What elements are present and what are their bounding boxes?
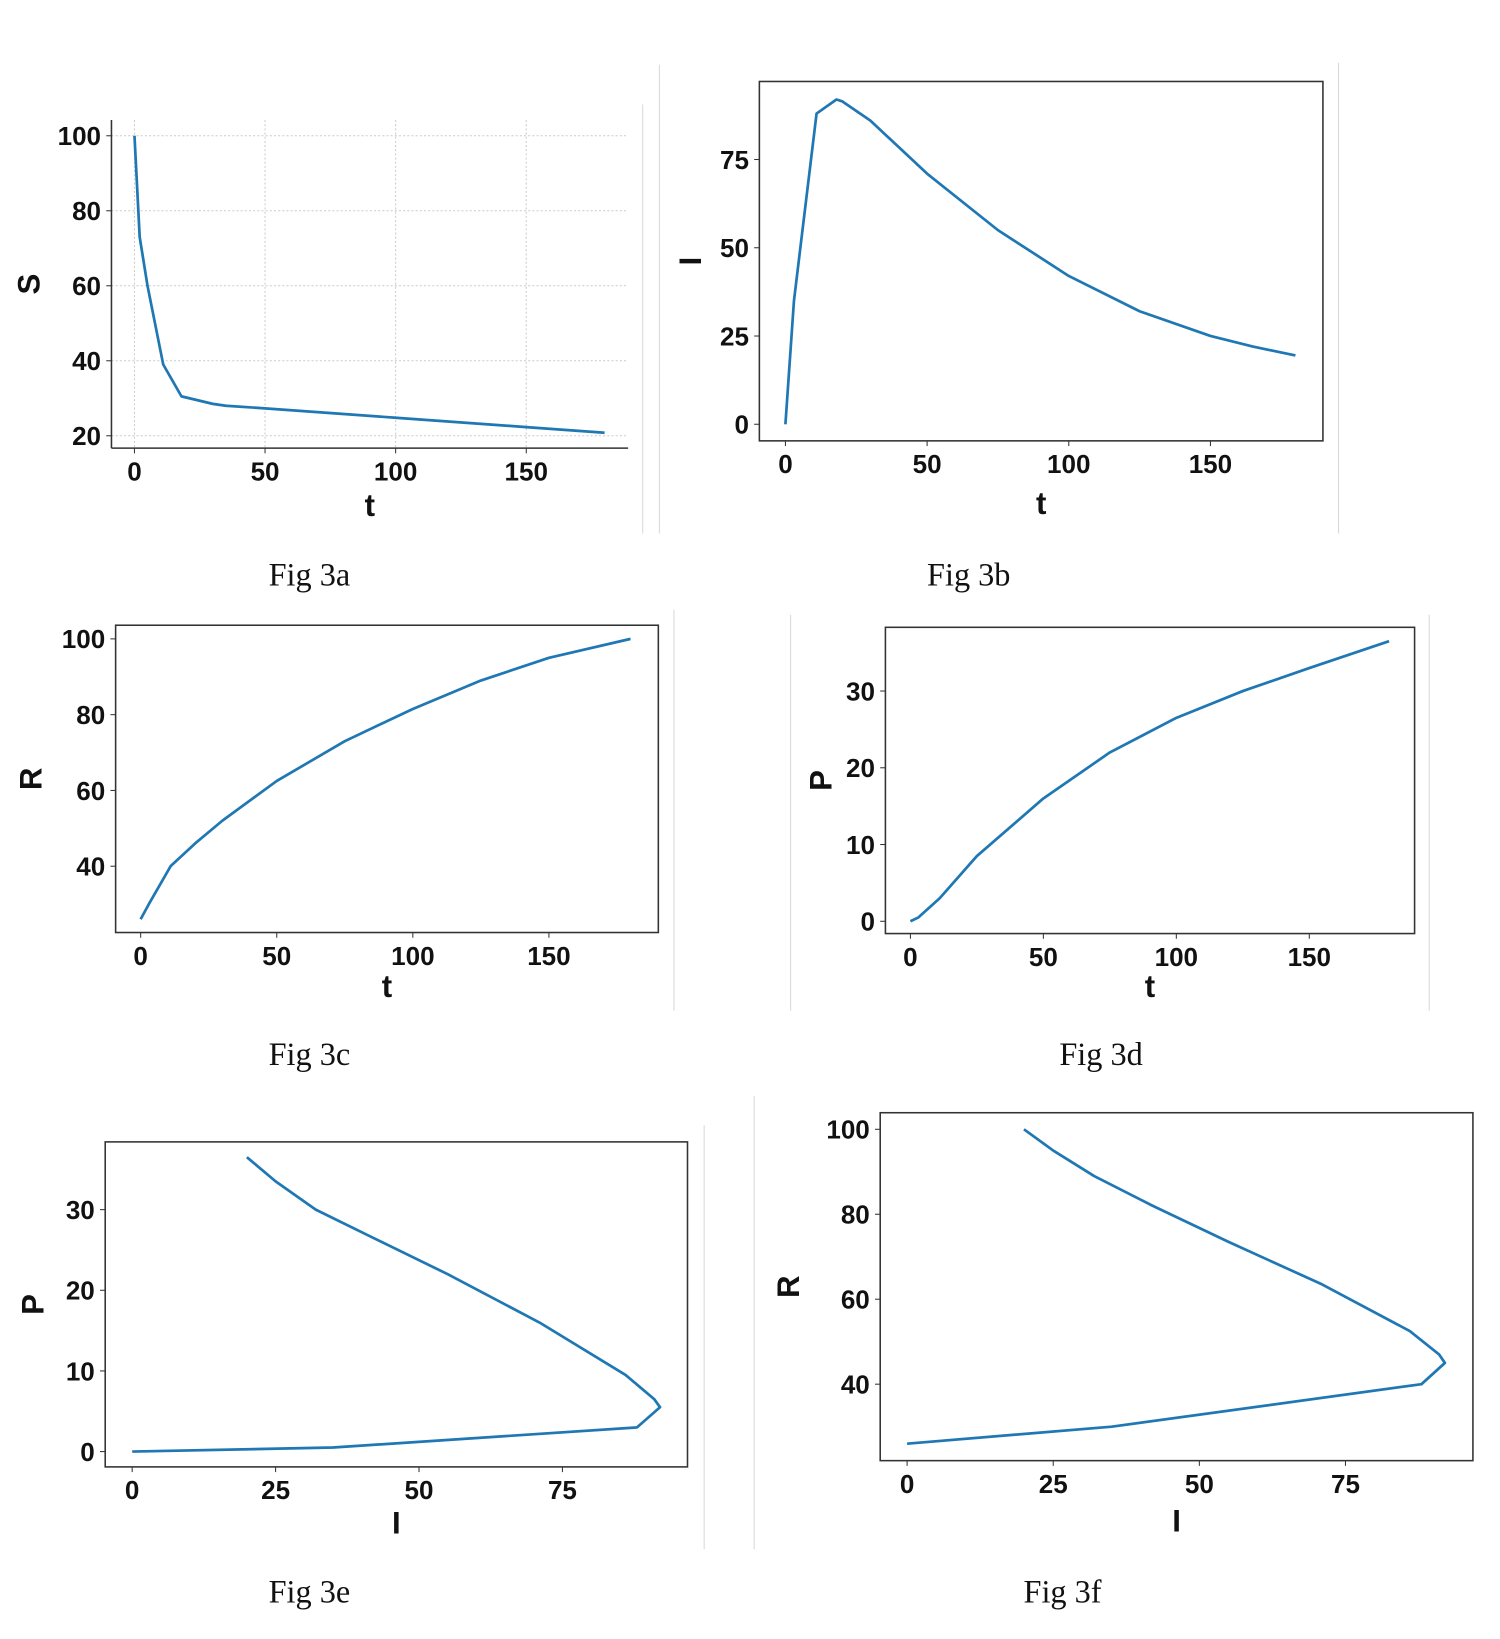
y-tick-label: 20: [72, 421, 101, 451]
plot-frame: [114, 624, 660, 934]
x-tick-label: 100: [1047, 449, 1090, 479]
y-tick-label: 10: [846, 830, 875, 860]
x-tick-label: 0: [903, 942, 917, 972]
figure-caption: Fig 3a: [269, 557, 351, 593]
figure-caption: Fig 3b: [927, 557, 1010, 593]
x-tick-label: 50: [1029, 942, 1058, 972]
y-tick-label: 80: [72, 196, 101, 226]
y-tick-label: 80: [841, 1200, 870, 1230]
y-tick-label: 50: [720, 233, 749, 263]
series-line-R: [906, 1128, 1447, 1446]
y-tick-label: 40: [72, 346, 101, 376]
figure-caption: Fig 3f: [1023, 1573, 1101, 1609]
x-tick-label: 0: [125, 1475, 139, 1505]
plot-frame: [884, 626, 1416, 935]
x-axis-label: I: [392, 1506, 401, 1541]
y-axis-label: I: [673, 257, 708, 266]
series-line-P: [909, 639, 1390, 923]
x-tick-label: 75: [1331, 1469, 1360, 1499]
y-tick-label: 30: [846, 676, 875, 706]
y-tick-label: 100: [62, 624, 105, 654]
y-tick-label: 20: [846, 753, 875, 783]
y-tick-label: 40: [76, 852, 105, 882]
x-axis-label: t: [365, 488, 376, 523]
figure-caption: Fig 3d: [1059, 1036, 1142, 1072]
y-axis-label: P: [16, 1294, 51, 1315]
x-tick-label: 25: [1039, 1469, 1068, 1499]
y-tick-label: 25: [720, 321, 749, 351]
y-tick-label: 30: [66, 1195, 95, 1225]
y-tick-label: 60: [841, 1285, 870, 1315]
y-tick-label: 60: [72, 271, 101, 301]
x-tick-label: 50: [251, 456, 280, 486]
y-axis-label: R: [14, 768, 49, 791]
series-line-I: [784, 98, 1296, 425]
x-axis-label: t: [382, 969, 393, 1004]
series-line-R: [139, 637, 631, 920]
y-axis-label: P: [803, 770, 838, 791]
x-tick-label: 0: [900, 1469, 914, 1499]
x-axis-label: t: [1145, 969, 1156, 1004]
y-axis-label: S: [12, 274, 47, 295]
x-tick-label: 0: [127, 456, 141, 486]
x-tick-label: 25: [261, 1475, 290, 1505]
x-axis-label: I: [1172, 1503, 1181, 1538]
plot-frame: [879, 1111, 1474, 1462]
x-tick-label: 0: [778, 449, 792, 479]
x-tick-label: 150: [505, 456, 548, 486]
x-tick-label: 50: [405, 1475, 434, 1505]
panel-separators: [642, 62, 1430, 1550]
x-tick-label: 150: [527, 941, 570, 971]
x-tick-label: 50: [262, 941, 291, 971]
y-tick-label: 0: [861, 907, 875, 937]
y-tick-label: 10: [66, 1356, 95, 1386]
x-tick-label: 50: [1185, 1469, 1214, 1499]
x-tick-label: 100: [374, 456, 417, 486]
x-tick-label: 75: [548, 1475, 577, 1505]
chart-3e: 0 25 50 75 0 10 20 30 I P Fig 3e: [16, 1141, 689, 1609]
y-tick-label: 40: [841, 1370, 870, 1400]
y-tick-label: 60: [76, 776, 105, 806]
x-tick-label: 100: [1155, 942, 1198, 972]
y-tick-label: 0: [734, 410, 748, 440]
y-axis-label: R: [771, 1275, 806, 1298]
y-tick-label: 80: [76, 700, 105, 730]
x-tick-label: 50: [913, 449, 942, 479]
plot-frame: [104, 1141, 689, 1468]
chart-3b: 0 50 100 150 0 25 50 75 t I Fig 3b: [673, 80, 1324, 593]
y-tick-label: 0: [80, 1437, 94, 1467]
y-tick-label: 75: [720, 145, 749, 175]
chart-3f: 0 25 50 75 40 60 80 100 I R Fig 3f: [771, 1111, 1474, 1609]
chart-3d: 0 50 100 150 0 10 20 30 t P Fig 3d: [803, 626, 1416, 1072]
x-tick-label: 0: [133, 941, 147, 971]
series-line-S: [133, 135, 605, 435]
figure-caption: Fig 3c: [269, 1036, 351, 1072]
y-tick-label: 100: [826, 1115, 869, 1145]
y-tick-label: 100: [58, 121, 101, 151]
figure-caption: Fig 3e: [269, 1573, 351, 1609]
plot-frame: [758, 80, 1324, 442]
x-tick-label: 100: [391, 941, 434, 971]
x-tick-label: 150: [1189, 449, 1232, 479]
x-axis-label: t: [1036, 486, 1047, 521]
series-line-P: [132, 1156, 662, 1453]
y-tick-label: 20: [66, 1276, 95, 1306]
x-tick-label: 150: [1288, 942, 1331, 972]
